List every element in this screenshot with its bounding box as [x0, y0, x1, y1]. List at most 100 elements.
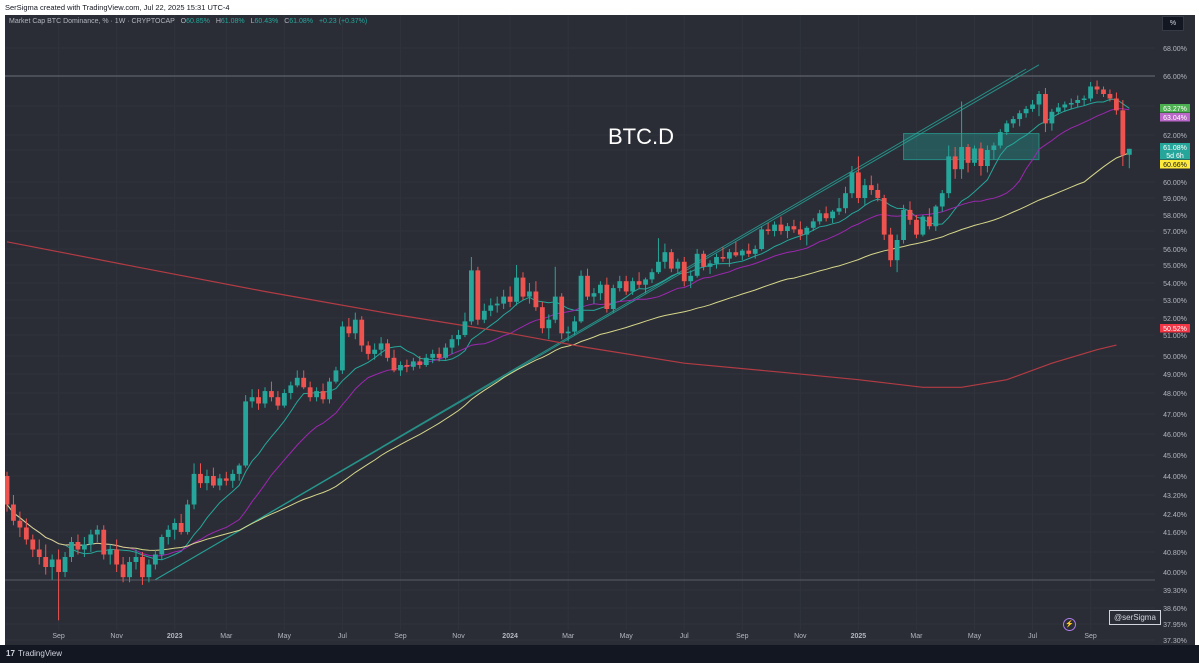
candle-body — [75, 542, 81, 550]
candle-body — [914, 219, 919, 235]
candle-body — [275, 397, 281, 406]
price-label-text: 50.52% — [1163, 326, 1187, 333]
candle-body — [172, 523, 178, 530]
support-zone-layer — [903, 133, 1040, 161]
candle-body — [430, 353, 436, 358]
candle-body — [598, 284, 603, 294]
chart-canvas[interactable]: 68.00%66.00%64.00%62.00%61.00%60.00%59.0… — [5, 15, 1195, 645]
x-tick-label: Nov — [452, 633, 465, 640]
x-tick-label: Sep — [52, 633, 65, 640]
chart-title: BTC.D — [608, 124, 674, 149]
candle-body — [443, 347, 448, 358]
x-tick-label: Jul — [1028, 633, 1037, 640]
y-tick-label: 52.00% — [1163, 316, 1187, 323]
candle-body — [281, 393, 287, 406]
candle-body — [856, 172, 861, 198]
x-tick-label: Mar — [562, 633, 575, 640]
legend-low-value: 60.43% — [254, 18, 279, 25]
candle-body — [94, 529, 100, 535]
price-label-bg — [1160, 160, 1190, 169]
candle-body — [62, 557, 68, 572]
candle-body — [1049, 111, 1055, 124]
candle-body — [623, 281, 629, 292]
y-tick-label: 56.00% — [1163, 247, 1187, 254]
candle-body — [301, 377, 307, 388]
candle-body — [236, 465, 242, 474]
candle-body — [520, 277, 526, 297]
y-tick-label: 68.00% — [1163, 46, 1187, 53]
ma-slow-line — [6, 152, 1130, 551]
candle-body — [256, 397, 261, 404]
attribution-text: SerSigma created with TradingView.com, J… — [5, 3, 230, 12]
candle-body — [372, 349, 378, 354]
candle-body — [36, 549, 42, 557]
candle-body — [649, 272, 655, 280]
candle-body — [714, 257, 719, 264]
candle-body — [572, 321, 577, 332]
candle-body — [527, 291, 532, 297]
x-tick-label: Mar — [910, 633, 923, 640]
candle-body — [223, 478, 229, 481]
candle-body — [1094, 86, 1100, 90]
y-tick-label: 39.30% — [1163, 588, 1187, 595]
candle-body — [307, 387, 313, 398]
candle-body — [391, 357, 397, 371]
trendline — [155, 68, 1027, 581]
candle-body — [939, 193, 945, 207]
percent-scale-button[interactable]: % — [1162, 16, 1184, 31]
candle-body — [875, 190, 881, 198]
candle-body — [69, 542, 74, 557]
candle-body — [688, 275, 694, 282]
candle-body — [1101, 89, 1106, 94]
tradingview-brand[interactable]: TradingView — [18, 649, 63, 658]
candle-body — [843, 193, 848, 209]
candle-body — [636, 281, 642, 285]
candle-body — [346, 326, 352, 334]
lightning-icon[interactable]: ⚡ — [1063, 618, 1076, 631]
candle-body — [88, 534, 94, 545]
candle-body — [1068, 103, 1074, 105]
candle-body — [178, 523, 184, 532]
candle-body — [746, 250, 752, 254]
legend-high-label: H — [215, 18, 221, 25]
candle-body — [423, 357, 429, 365]
legend-open-label: O — [180, 18, 187, 25]
candle-body — [449, 339, 455, 348]
candle-body — [920, 216, 926, 235]
candle-body — [294, 377, 300, 386]
candle-body — [11, 504, 16, 521]
tradingview-logo-icon[interactable]: 17 — [6, 649, 15, 658]
y-tick-label: 44.00% — [1163, 474, 1187, 481]
chart-panel[interactable]: 68.00%66.00%64.00%62.00%61.00%60.00%59.0… — [5, 15, 1195, 645]
y-tick-label: 48.00% — [1163, 391, 1187, 398]
candle-body — [985, 150, 990, 166]
x-tick-label: May — [620, 633, 634, 640]
candle-body — [791, 226, 797, 230]
candle-body — [114, 549, 120, 565]
x-tick-label: 2025 — [851, 633, 867, 640]
candle-body — [539, 307, 545, 329]
candle-body — [462, 321, 468, 335]
candle-body — [778, 224, 784, 231]
axis-labels: 68.00%66.00%64.00%62.00%61.00%60.00%59.0… — [52, 46, 1187, 645]
candle-body — [378, 343, 384, 350]
candle-body — [720, 257, 726, 259]
candle-body — [159, 537, 165, 555]
candle-body — [997, 132, 1003, 146]
candle-body — [1004, 123, 1010, 133]
x-tick-label: Sep — [394, 633, 407, 640]
legend-close-value: 61.08% — [289, 18, 314, 25]
candle-body — [662, 252, 668, 262]
candle-body — [888, 234, 894, 261]
candle-body — [901, 209, 906, 240]
candle-body — [436, 353, 442, 358]
candle-body — [804, 227, 810, 235]
candle-body — [617, 281, 623, 289]
candle-body — [785, 226, 790, 231]
candle-body — [546, 319, 552, 329]
candle-body — [1062, 104, 1068, 108]
legend-high-value: 61.08% — [220, 18, 245, 25]
candle-body — [765, 229, 771, 231]
candle-body — [552, 296, 558, 320]
